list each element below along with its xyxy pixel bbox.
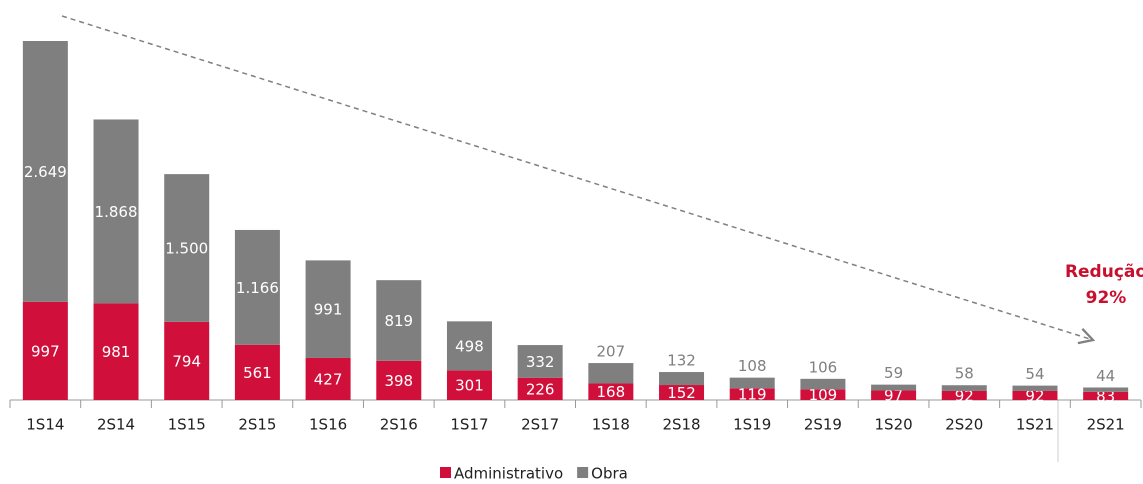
data-label: 106 <box>809 358 838 376</box>
data-label: 92 <box>1025 387 1044 405</box>
data-label: 58 <box>955 365 974 383</box>
bar-segment <box>305 357 351 400</box>
bar-segment <box>729 377 775 389</box>
data-label: 2.649 <box>24 163 67 181</box>
data-label: 1.500 <box>165 239 208 257</box>
x-tick-label: 1S19 <box>733 416 771 434</box>
bar-segment <box>1083 391 1129 400</box>
bar-segment <box>446 321 492 371</box>
bar-segment <box>1012 385 1058 391</box>
bar-segment <box>588 383 634 400</box>
data-label: 168 <box>597 383 626 401</box>
data-label: 97 <box>884 387 903 405</box>
x-tick-label: 2S16 <box>380 416 418 434</box>
bar-segment <box>659 372 705 386</box>
bar-segment <box>729 388 775 400</box>
bar-segment <box>659 385 705 400</box>
data-label: 109 <box>809 386 838 404</box>
x-tick-label: 2S19 <box>804 416 842 434</box>
trend-arrow <box>61 15 1096 345</box>
bar-segment <box>234 229 280 345</box>
data-label: 332 <box>526 353 555 371</box>
data-label: 997 <box>31 342 60 360</box>
data-label: 981 <box>102 343 131 361</box>
data-label: 301 <box>455 377 484 395</box>
x-tick-label: 2S15 <box>238 416 276 434</box>
x-tick-label: 1S17 <box>450 416 488 434</box>
bar-segment <box>164 321 210 400</box>
bar-segment <box>800 389 846 400</box>
data-label: 119 <box>738 386 767 404</box>
data-label: 1.166 <box>236 279 279 297</box>
bar-segment <box>305 260 351 358</box>
data-label: 226 <box>526 380 555 398</box>
bar-segment <box>376 280 422 361</box>
x-tick-label: 2S21 <box>1087 416 1125 434</box>
legend-swatch <box>577 467 589 478</box>
x-tick-label: 1S18 <box>592 416 630 434</box>
x-tick-label: 2S17 <box>521 416 559 434</box>
data-label: 991 <box>314 301 343 319</box>
data-label: 92 <box>955 387 974 405</box>
data-label: 54 <box>1025 365 1044 383</box>
bar-segment <box>941 385 987 391</box>
bar-segment <box>22 41 68 302</box>
bar-segment <box>517 377 563 400</box>
x-tick-label: 1S14 <box>26 416 64 434</box>
data-label: 207 <box>597 343 626 361</box>
annotation: Redução <box>1065 262 1143 282</box>
bar-segment <box>93 119 139 304</box>
bar-segment <box>446 370 492 400</box>
data-label: 44 <box>1096 367 1115 385</box>
bar-segment <box>22 301 68 400</box>
x-tick-label: 2S14 <box>97 416 135 434</box>
x-tick-label: 1S15 <box>168 416 206 434</box>
x-tick-label: 1S21 <box>1016 416 1054 434</box>
data-label: 398 <box>384 372 413 390</box>
data-label: 794 <box>172 352 201 370</box>
bar-segment <box>800 378 846 390</box>
legend-label: Obra <box>591 465 628 483</box>
x-tick-label: 2S18 <box>662 416 700 434</box>
data-label: 59 <box>884 364 903 382</box>
data-label: 83 <box>1096 387 1115 405</box>
data-label: 561 <box>243 364 272 382</box>
bar-segment <box>517 345 563 378</box>
data-label: 108 <box>738 357 767 375</box>
data-label: 152 <box>667 384 696 402</box>
x-tick-label: 2S20 <box>945 416 983 434</box>
bar-segment <box>588 363 634 384</box>
bar-segment <box>376 360 422 400</box>
data-label: 427 <box>314 370 343 388</box>
data-label: 1.868 <box>95 203 138 221</box>
data-label: 819 <box>384 312 413 330</box>
bar-segment <box>871 384 917 391</box>
x-tick-label: 1S16 <box>309 416 347 434</box>
bar-segment <box>93 303 139 400</box>
bar-segment <box>234 344 280 400</box>
bar-segment <box>1083 387 1129 392</box>
x-tick-label: 1S20 <box>875 416 913 434</box>
legend-label: Administrativo <box>454 465 563 483</box>
legend-swatch <box>440 467 451 478</box>
bar-segment <box>1012 390 1058 400</box>
bar-segment <box>871 390 917 400</box>
data-label: 498 <box>455 337 484 355</box>
annotation: 92% <box>1086 288 1127 308</box>
data-label: 132 <box>667 352 696 370</box>
bar-segment <box>164 174 210 322</box>
bar-segment <box>941 390 987 400</box>
